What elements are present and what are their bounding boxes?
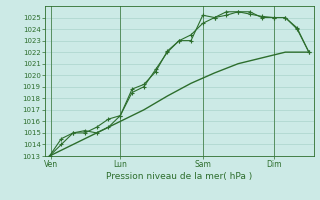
X-axis label: Pression niveau de la mer( hPa ): Pression niveau de la mer( hPa ) xyxy=(106,172,252,181)
